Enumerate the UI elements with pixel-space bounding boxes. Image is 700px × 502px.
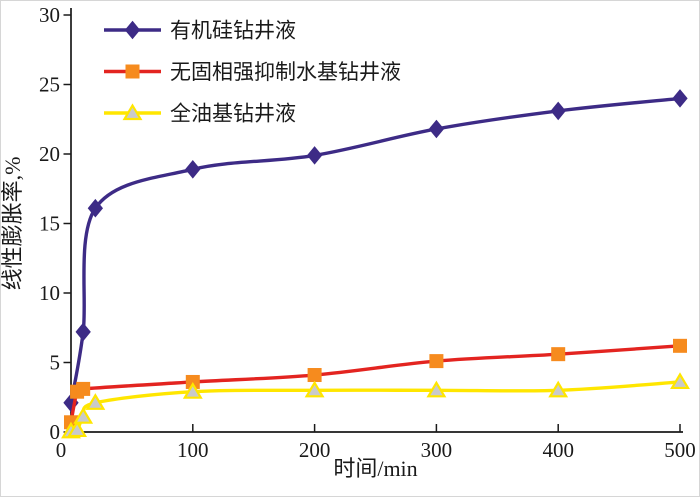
x-tick-label: 100 — [177, 438, 209, 462]
x-tick-label: 500 — [664, 438, 696, 462]
triangle-marker — [182, 382, 203, 399]
triangle-marker — [304, 380, 325, 398]
diamond-marker — [124, 20, 141, 40]
square-marker — [307, 368, 322, 383]
series-line — [69, 96, 682, 405]
series-line — [69, 344, 682, 424]
triangle-marker — [85, 393, 106, 410]
triangle-marker — [122, 103, 143, 121]
triangle-marker — [73, 407, 94, 424]
diamond-marker — [428, 119, 445, 139]
square-marker — [551, 347, 566, 362]
square-marker — [125, 64, 140, 79]
series-2 — [61, 372, 690, 439]
y-tick-label: 25 — [39, 73, 60, 97]
triangle-marker — [670, 372, 690, 390]
square-marker — [673, 338, 687, 353]
diamond-marker — [550, 101, 566, 121]
y-axis-title: 线性膨胀率,% — [0, 157, 25, 291]
diamond-marker — [672, 89, 688, 108]
y-tick-label: 0 — [50, 420, 61, 444]
x-tick-label: 400 — [542, 438, 574, 462]
x-tick-label: 0 — [56, 438, 67, 462]
series-0 — [63, 89, 688, 413]
diamond-marker — [87, 198, 104, 218]
legend-item-1: 无固相强抑制水基钻井液 — [104, 60, 401, 84]
x-axis-title: 时间/min — [333, 456, 417, 481]
legend-label: 有机硅钻井液 — [170, 19, 296, 43]
legend-label: 全油基钻井液 — [170, 102, 296, 126]
y-tick-label: 15 — [39, 212, 60, 236]
legend-item-2: 全油基钻井液 — [104, 102, 296, 126]
y-tick-label: 30 — [39, 3, 60, 27]
x-tick-label: 200 — [299, 438, 331, 462]
series-1 — [64, 338, 687, 430]
square-marker — [76, 381, 91, 396]
diamond-marker — [306, 146, 323, 165]
diamond-marker — [185, 160, 201, 179]
triangle-marker — [548, 380, 569, 398]
series-line — [69, 380, 682, 434]
triangle-marker — [426, 380, 447, 398]
square-marker — [429, 354, 444, 369]
legend-item-0: 有机硅钻井液 — [104, 19, 296, 43]
diamond-marker — [75, 322, 91, 342]
y-tick-label: 5 — [50, 351, 61, 375]
y-tick-label: 20 — [39, 142, 60, 166]
triangle-marker — [67, 420, 88, 438]
legend-label: 无固相强抑制水基钻井液 — [170, 60, 401, 84]
y-tick-label: 10 — [39, 281, 60, 305]
x-tick-label: 300 — [421, 438, 453, 462]
